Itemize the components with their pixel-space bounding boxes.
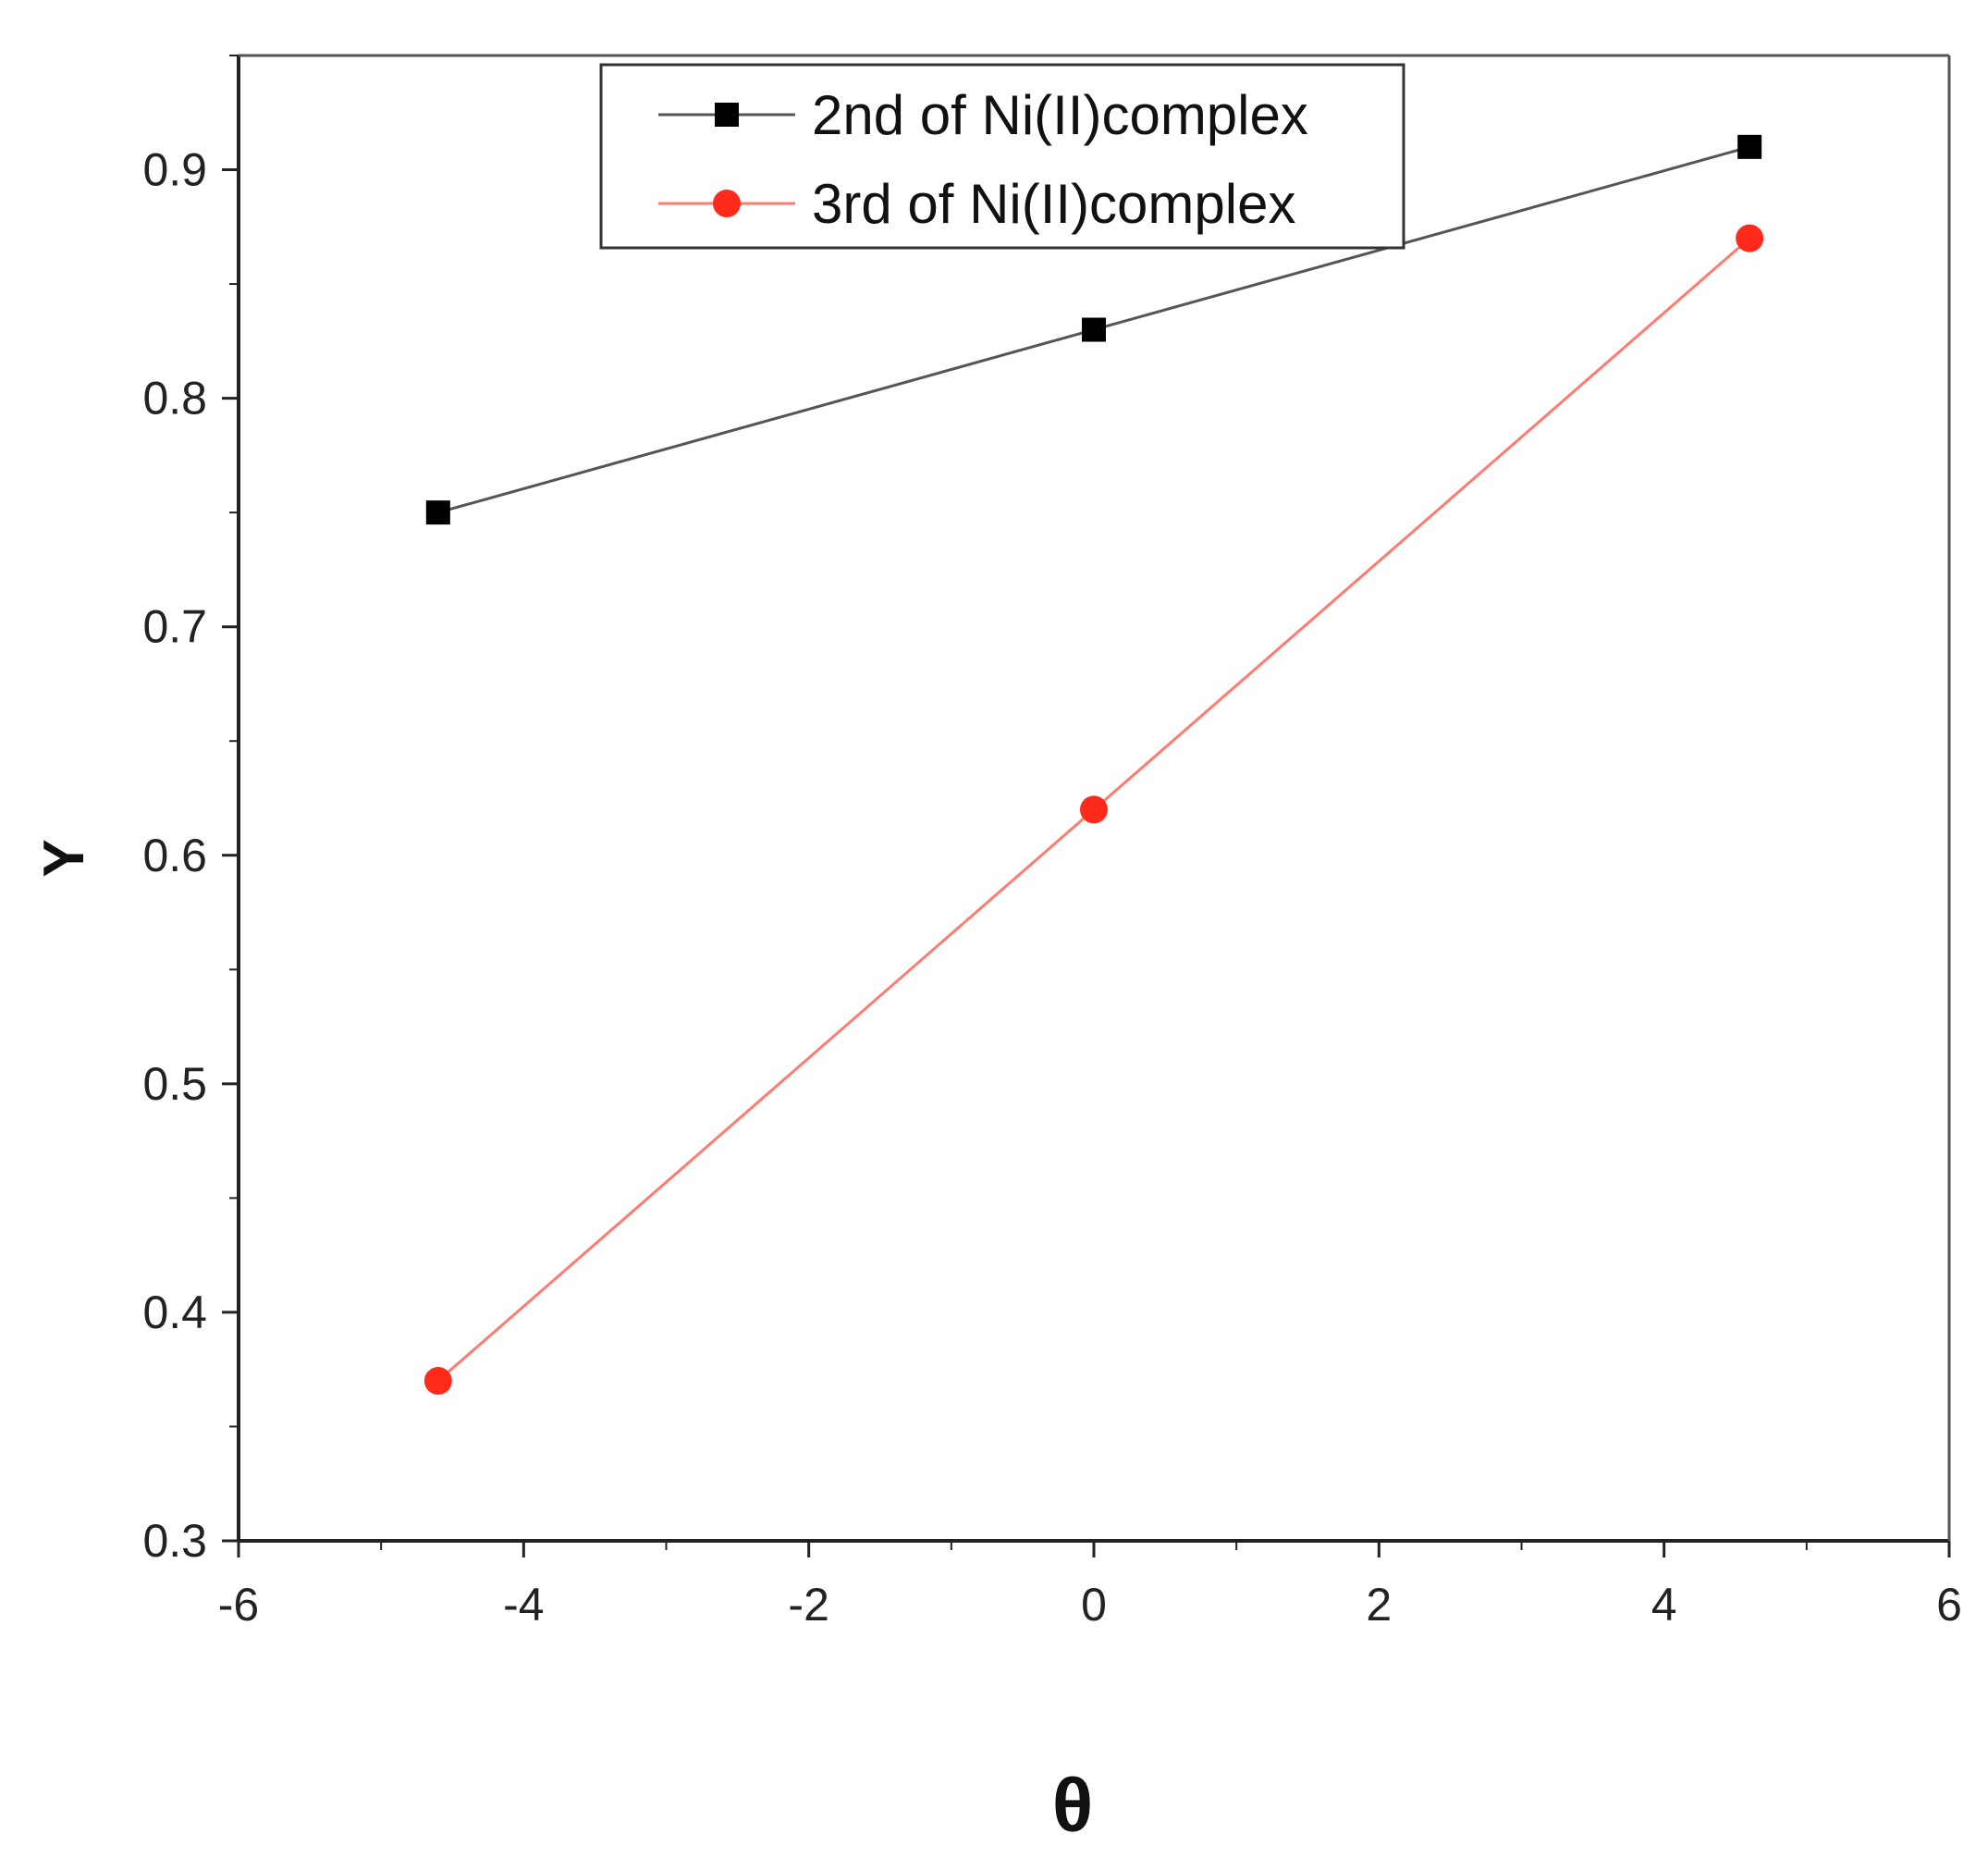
- y-tick-label: 0.6: [142, 830, 207, 881]
- series-2-point: [1080, 795, 1108, 824]
- legend-label-1: 2nd of Ni(II)complex: [812, 84, 1308, 146]
- legend-marker-1: [715, 103, 739, 127]
- series-group: [423, 134, 1764, 1396]
- x-tick-label: -6: [218, 1579, 259, 1631]
- x-tick-label: 4: [1651, 1579, 1677, 1631]
- x-tick-label: -2: [788, 1579, 828, 1631]
- series-1-point: [1082, 317, 1106, 342]
- ticks-group: -6 -4 -2 0 2 4 6 0.3 0.4 0.5 0.6 0.7 0.8 0.9: [142, 55, 1962, 1631]
- legend-label-2: 3rd of Ni(II)complex: [812, 173, 1295, 235]
- y-tick-label: 0.5: [142, 1058, 207, 1110]
- x-tick-label: 0: [1081, 1579, 1107, 1631]
- y-tick-label: 0.4: [142, 1286, 207, 1338]
- y-tick-label: 0.3: [142, 1515, 207, 1567]
- series-1-point: [1737, 134, 1762, 159]
- x-tick-label: 6: [1936, 1579, 1962, 1631]
- y-tick-label: 0.9: [142, 144, 207, 196]
- y-tick-label: 0.8: [142, 373, 207, 425]
- series-1-point: [425, 500, 450, 525]
- series-2-point: [1736, 224, 1764, 252]
- legend-marker-2: [713, 190, 741, 217]
- y-tick-label: 0.7: [142, 601, 207, 653]
- legend-box: [599, 63, 1405, 250]
- y-axis-title: Y: [32, 839, 96, 877]
- x-axis-title: θ: [1052, 1764, 1093, 1848]
- legend: 2nd of Ni(II)complex 3rd of Ni(II)complex: [599, 63, 1405, 250]
- series-2-point: [423, 1367, 452, 1396]
- x-tick-label: 2: [1366, 1579, 1392, 1631]
- x-tick-label: -4: [503, 1579, 544, 1631]
